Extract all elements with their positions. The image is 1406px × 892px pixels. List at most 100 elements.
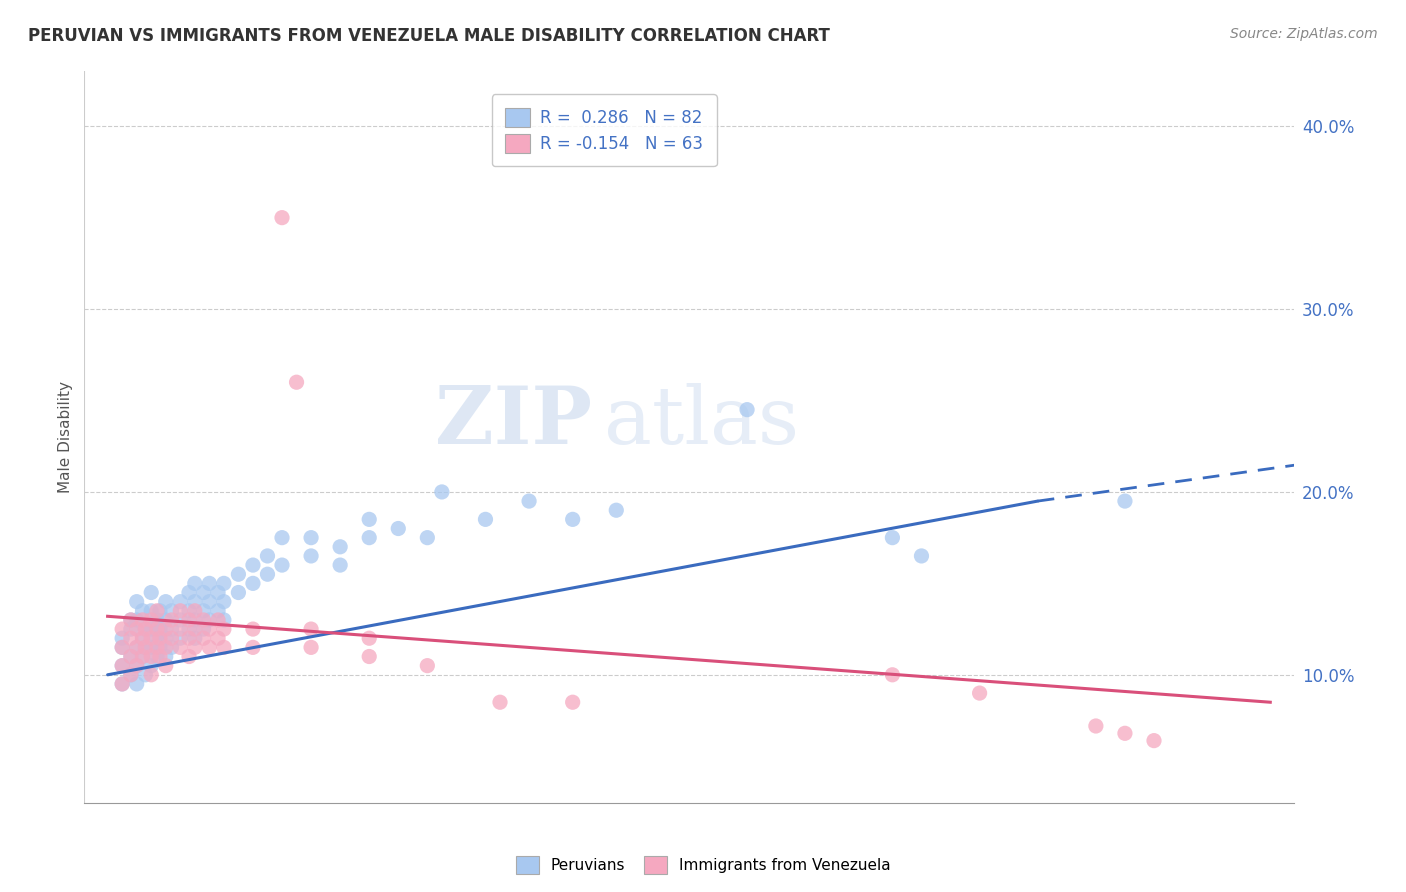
Point — [735, 402, 758, 417]
Point — [193, 632, 215, 646]
Point — [160, 622, 183, 636]
Point — [228, 567, 250, 582]
Point — [120, 667, 142, 681]
Point — [474, 512, 496, 526]
Point — [146, 649, 169, 664]
Point — [169, 613, 191, 627]
Point — [184, 576, 207, 591]
Point — [141, 613, 163, 627]
Point — [212, 613, 235, 627]
Point — [177, 622, 200, 636]
Point — [184, 640, 207, 655]
Point — [131, 649, 153, 664]
Point — [299, 622, 322, 636]
Point — [141, 658, 163, 673]
Point — [131, 632, 153, 646]
Point — [299, 549, 322, 563]
Point — [193, 604, 215, 618]
Point — [125, 640, 148, 655]
Point — [271, 558, 294, 573]
Point — [193, 613, 215, 627]
Point — [359, 632, 381, 646]
Point — [120, 649, 142, 664]
Point — [430, 485, 453, 500]
Point — [228, 585, 250, 599]
Point — [242, 640, 264, 655]
Point — [256, 549, 278, 563]
Point — [120, 667, 142, 681]
Point — [111, 632, 134, 646]
Point — [160, 613, 183, 627]
Point — [1114, 494, 1136, 508]
Point — [155, 640, 177, 655]
Point — [141, 585, 163, 599]
Point — [125, 613, 148, 627]
Point — [155, 613, 177, 627]
Point — [193, 622, 215, 636]
Point — [155, 622, 177, 636]
Point — [131, 613, 153, 627]
Point — [359, 649, 381, 664]
Point — [359, 531, 381, 545]
Point — [882, 667, 904, 681]
Point — [198, 576, 221, 591]
Point — [1114, 726, 1136, 740]
Legend: R =  0.286   N = 82, R = -0.154   N = 63: R = 0.286 N = 82, R = -0.154 N = 63 — [492, 95, 717, 166]
Point — [146, 622, 169, 636]
Point — [155, 649, 177, 664]
Point — [242, 576, 264, 591]
Point — [146, 632, 169, 646]
Point — [969, 686, 991, 700]
Point — [910, 549, 932, 563]
Point — [120, 622, 142, 636]
Point — [155, 658, 177, 673]
Point — [111, 640, 134, 655]
Point — [177, 604, 200, 618]
Point — [134, 667, 156, 681]
Point — [111, 677, 134, 691]
Point — [141, 632, 163, 646]
Point — [160, 604, 183, 618]
Point — [299, 531, 322, 545]
Point — [242, 622, 264, 636]
Point — [242, 558, 264, 573]
Point — [149, 622, 172, 636]
Point — [882, 531, 904, 545]
Point — [111, 658, 134, 673]
Point — [131, 604, 153, 618]
Point — [207, 632, 229, 646]
Point — [1084, 719, 1107, 733]
Point — [125, 622, 148, 636]
Point — [160, 632, 183, 646]
Text: ZIP: ZIP — [436, 384, 592, 461]
Point — [605, 503, 627, 517]
Point — [169, 632, 191, 646]
Point — [329, 558, 352, 573]
Point — [517, 494, 540, 508]
Point — [271, 531, 294, 545]
Point — [125, 640, 148, 655]
Point — [120, 613, 142, 627]
Point — [120, 649, 142, 664]
Point — [198, 640, 221, 655]
Point — [329, 540, 352, 554]
Point — [149, 640, 172, 655]
Point — [177, 632, 200, 646]
Point — [359, 512, 381, 526]
Point — [184, 594, 207, 608]
Point — [169, 622, 191, 636]
Point — [146, 640, 169, 655]
Point — [149, 604, 172, 618]
Point — [299, 640, 322, 655]
Point — [198, 613, 221, 627]
Point — [177, 649, 200, 664]
Text: atlas: atlas — [605, 384, 800, 461]
Point — [489, 695, 512, 709]
Point — [169, 594, 191, 608]
Point — [198, 622, 221, 636]
Point — [177, 613, 200, 627]
Point — [198, 594, 221, 608]
Point — [146, 613, 169, 627]
Point — [120, 613, 142, 627]
Point — [134, 640, 156, 655]
